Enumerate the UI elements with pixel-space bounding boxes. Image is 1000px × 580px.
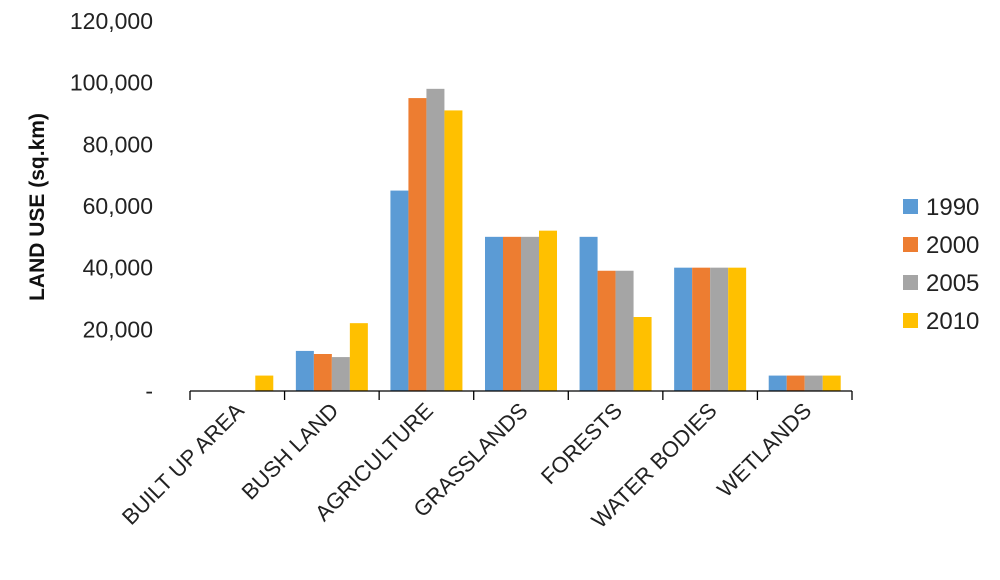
legend-label-2000: 2000: [926, 232, 979, 259]
legend-label-2005: 2005: [926, 270, 979, 297]
y-tick-label: 80,000: [83, 131, 153, 157]
bar-1990-wetlands: [768, 375, 787, 391]
y-tick-label: 20,000: [83, 316, 153, 342]
x-tick-label: FORESTS: [536, 398, 627, 489]
bar-2010-built-up-area: [255, 375, 274, 391]
legend-swatch-2000: [903, 237, 918, 252]
bar-1990-bush-land: [295, 350, 314, 391]
y-tick-label: -: [145, 378, 153, 404]
legend-label-1990: 1990: [926, 194, 979, 221]
y-tick-label: 60,000: [83, 193, 153, 219]
x-tick-label: WETLANDS: [712, 398, 816, 502]
bar-1990-grasslands: [485, 236, 503, 391]
legend: 1990 2000 2005 2010: [903, 194, 979, 335]
bar-1990-forests: [579, 236, 598, 391]
bar-1990-water-bodies: [674, 267, 693, 391]
bar-2005-water-bodies: [710, 267, 729, 391]
legend-swatch-2005: [903, 275, 918, 290]
bar-2010-agriculture: [444, 110, 463, 392]
bar-2005-bush-land: [331, 357, 350, 391]
y-tick-label: 100,000: [70, 70, 153, 96]
bar-2000-forests: [597, 270, 616, 391]
bar-1990-agriculture: [390, 190, 409, 391]
bar-2005-agriculture: [426, 88, 445, 391]
bar-2000-water-bodies: [692, 267, 711, 391]
bar-2005-forests: [615, 270, 634, 391]
bar-2010-water-bodies: [728, 267, 747, 391]
bar-2000-bush-land: [313, 354, 332, 391]
bar-2000-wetlands: [786, 375, 805, 391]
bar-2005-grasslands: [521, 236, 539, 391]
bar-2000-agriculture: [408, 98, 427, 391]
y-tick-label: 120,000: [70, 8, 153, 34]
legend-swatch-2010: [903, 313, 918, 328]
bars: [255, 88, 841, 392]
legend-swatch-1990: [903, 199, 918, 214]
bar-2010-wetlands: [822, 375, 841, 391]
x-tick-label: BUSH LAND: [237, 398, 344, 505]
bar-2010-grasslands: [539, 230, 557, 391]
bar-2010-bush-land: [349, 323, 368, 391]
x-tick-label: BUILT UP AREA: [117, 398, 249, 530]
legend-label-2010: 2010: [926, 308, 979, 335]
bar-2005-wetlands: [804, 375, 823, 391]
y-tick-label: 40,000: [83, 255, 153, 281]
bar-2010-forests: [633, 317, 652, 391]
bar-2000-grasslands: [503, 236, 521, 391]
y-axis-label: LAND USE (sq.km): [26, 113, 49, 301]
y-axis-ticks: - 20,000 40,000 60,000 80,000 100,000 120,000: [70, 8, 153, 404]
